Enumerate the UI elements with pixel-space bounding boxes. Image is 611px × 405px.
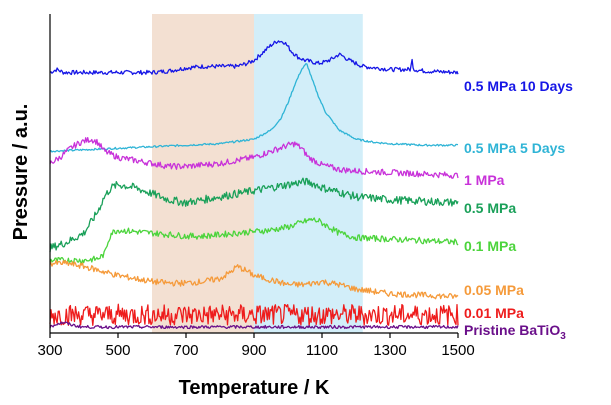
series-line-3 — [49, 177, 459, 253]
series-label-0-5mpa: 0.5 MPa — [464, 200, 516, 216]
series-labels: 0.5 MPa 10 Days 0.5 MPa 5 Days 1 MPa 0.5… — [464, 78, 573, 342]
series-label-0-5mpa-5days: 0.5 MPa 5 Days — [464, 140, 565, 156]
series-line-1 — [49, 63, 459, 153]
series-label-0-01mpa: 0.01 MPa — [464, 305, 524, 321]
series-line-7 — [49, 321, 459, 330]
series-line-5 — [49, 259, 459, 300]
series-label-pristine-sub: 3 — [560, 331, 566, 342]
x-tick-label-1300: 1300 — [373, 342, 406, 359]
series-label-0-5mpa-10days: 0.5 MPa 10 Days — [464, 78, 573, 94]
x-tick-label-900: 900 — [241, 342, 266, 359]
series-layer — [49, 40, 459, 330]
x-tick-label-1100: 1100 — [306, 342, 338, 359]
series-label-pristine-main: Pristine BaTiO — [464, 322, 560, 338]
series-line-2 — [49, 136, 459, 179]
x-tick-label-1500: 1500 — [441, 342, 474, 359]
series-label-pristine: Pristine BaTiO3 — [464, 322, 566, 342]
series-label-0-05mpa: 0.05 MPa — [464, 282, 524, 298]
x-axis-title: Temperature / K — [179, 377, 330, 399]
series-line-6 — [49, 303, 459, 326]
x-ticks: 300 500 700 900 1100 1300 1500 — [37, 333, 475, 359]
series-label-0-1mpa: 0.1 MPa — [464, 238, 516, 254]
x-tick-label-700: 700 — [173, 342, 198, 359]
series-label-1mpa: 1 MPa — [464, 172, 505, 188]
series-line-0 — [49, 40, 459, 76]
shaded-band-0 — [152, 14, 254, 333]
x-tick-label-300: 300 — [37, 342, 62, 359]
series-line-4 — [49, 217, 459, 264]
x-tick-label-500: 500 — [105, 342, 130, 359]
y-axis-title: Pressure / a.u. — [10, 104, 32, 241]
